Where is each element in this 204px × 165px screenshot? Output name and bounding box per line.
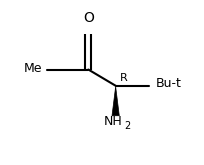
Text: NH: NH [104, 115, 122, 128]
Text: Bu-t: Bu-t [154, 77, 180, 90]
Text: O: O [82, 11, 93, 25]
Text: 2: 2 [124, 121, 130, 131]
Text: R: R [120, 73, 128, 83]
Text: Me: Me [23, 62, 42, 75]
Polygon shape [111, 87, 119, 116]
